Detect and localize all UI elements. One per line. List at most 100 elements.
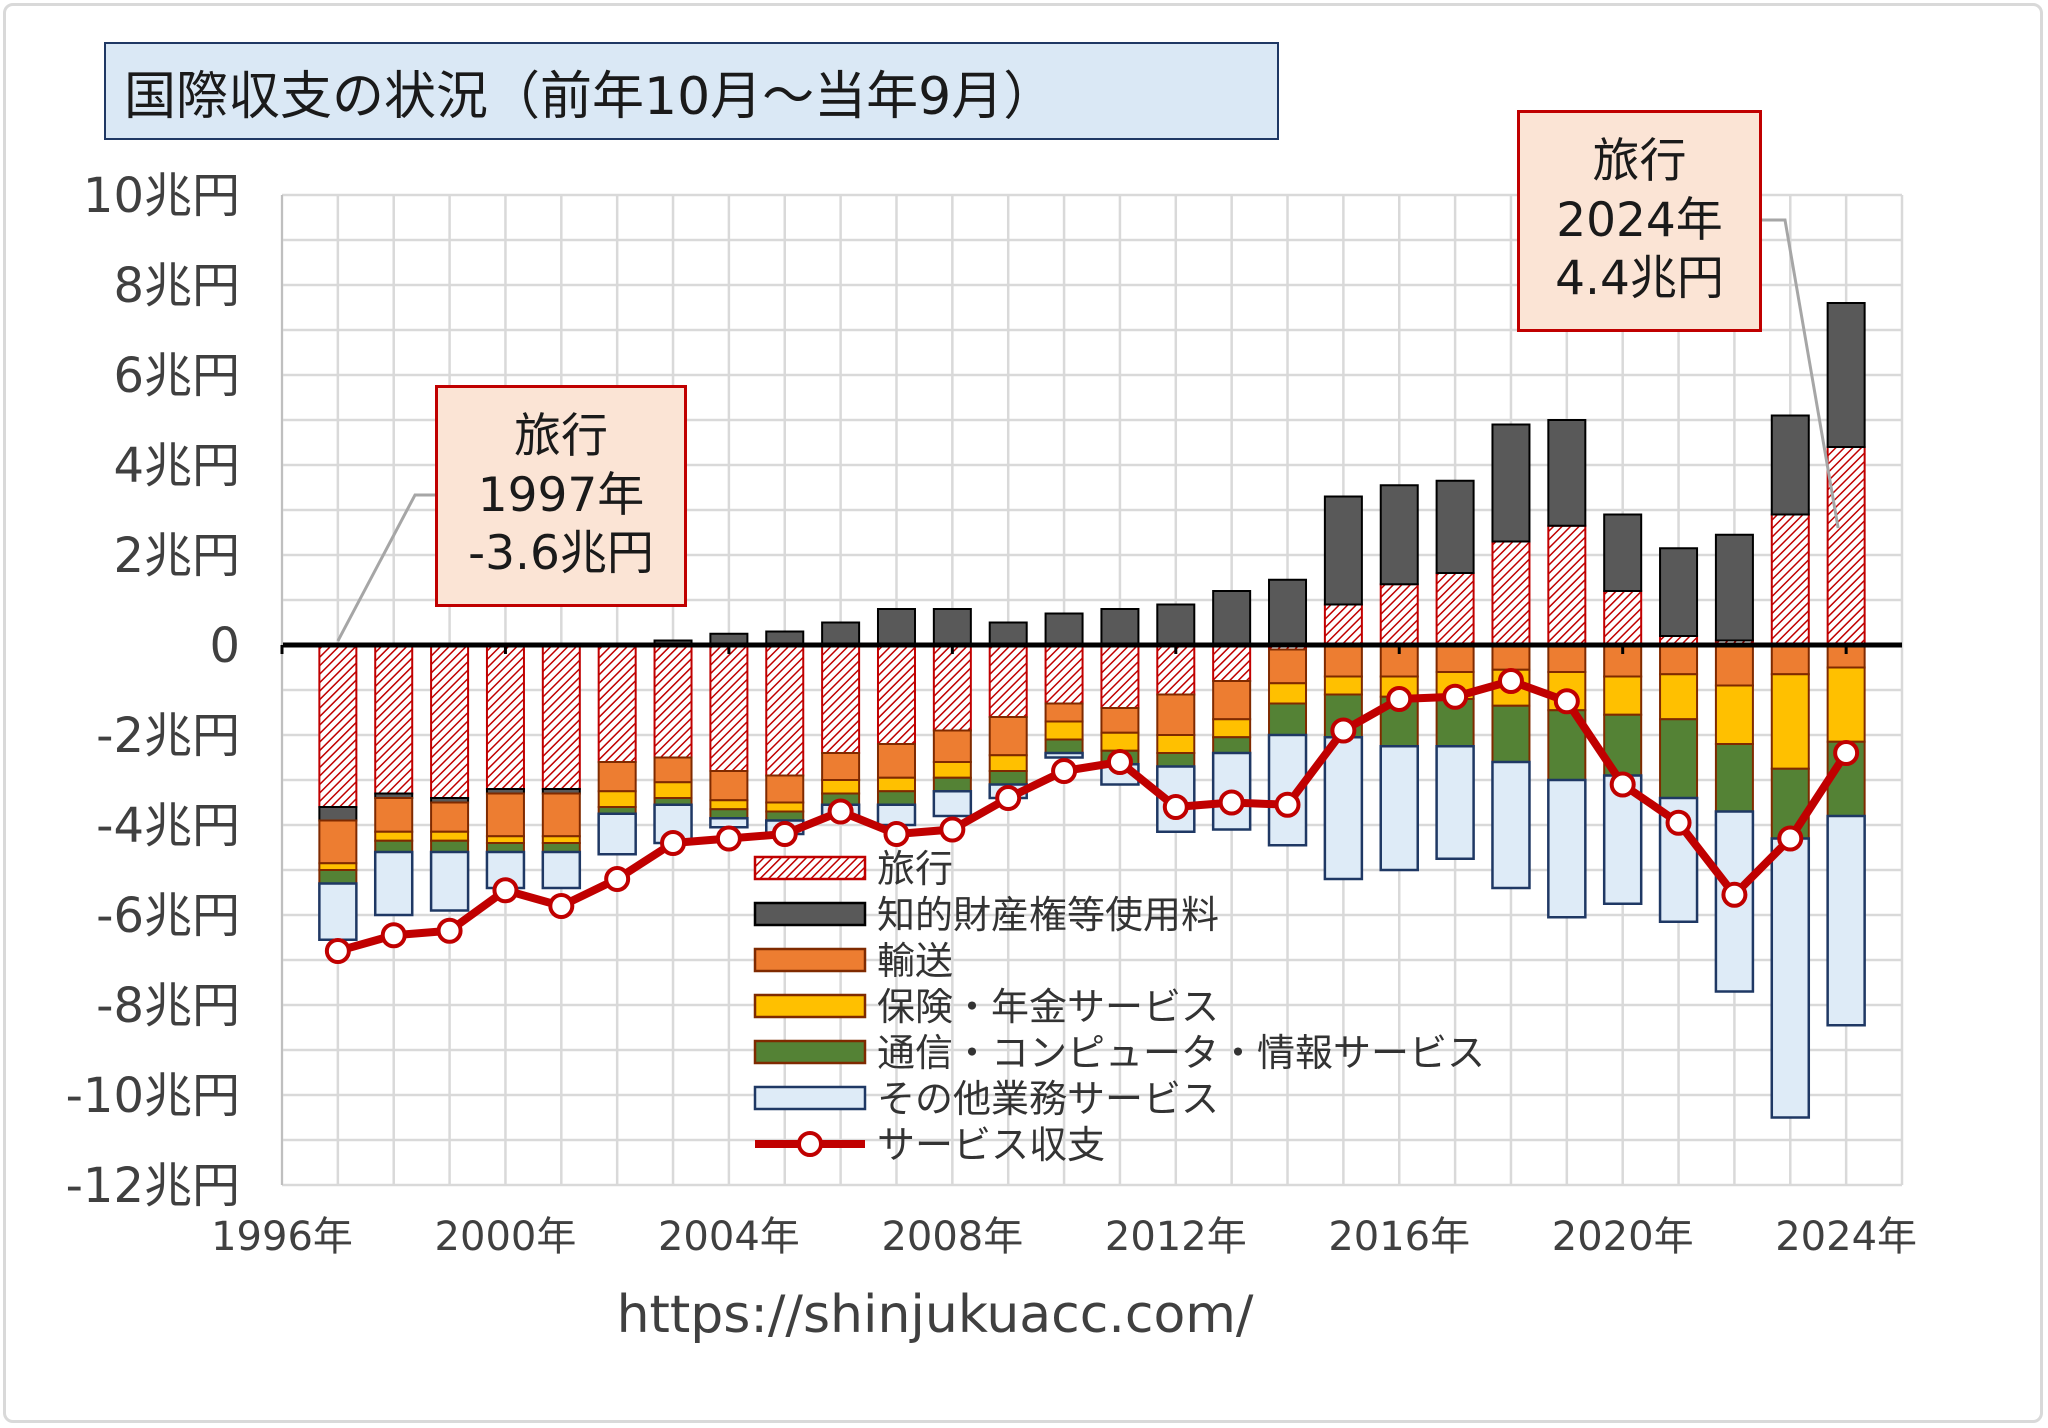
service-point-2004 (715, 825, 742, 852)
bar-segment-1997-s2 (318, 819, 358, 865)
bar-segment-2002-s0 (597, 644, 637, 763)
bar-segment-2008-s2 (932, 729, 972, 763)
bar-segment-1997-s3 (318, 862, 358, 871)
x-tick-label: 2012年 (1105, 1214, 1247, 1260)
bar-segment-2016-s5 (1379, 745, 1419, 872)
bar-segment-2014-s1 (1268, 578, 1308, 646)
bar-segment-2010-s3 (1044, 720, 1084, 741)
bar-segment-2009-s0 (988, 644, 1028, 718)
bar-segment-1998-s3 (374, 830, 414, 842)
bar-segment-2014-s3 (1268, 682, 1308, 705)
callout-leaders (336, 218, 1840, 642)
service-point-2013 (1218, 789, 1245, 816)
bar-segment-2020-s1 (1603, 513, 1643, 592)
bar-segment-2012-s4 (1156, 752, 1196, 768)
bar-segment-2022-s4 (1714, 743, 1754, 813)
x-tick-label: 2016年 (1328, 1214, 1470, 1260)
service-point-2021 (1665, 809, 1692, 836)
bar-segment-2006-s1 (821, 621, 861, 646)
source-url: https://shinjukuacc.com/ (616, 1285, 1254, 1345)
service-point-2009 (995, 785, 1022, 811)
bar-segment-2010-s5 (1044, 751, 1084, 759)
bar-segment-2019-s1 (1547, 419, 1587, 527)
bar-segment-2008-s4 (932, 776, 972, 793)
legend-swatch-1 (753, 901, 867, 927)
bar-segment-2000-s3 (485, 835, 525, 844)
bar-segment-2018-s1 (1491, 423, 1531, 543)
bar-segment-2000-s0 (485, 644, 525, 790)
y-tick-label: -4兆円 (96, 798, 240, 854)
bar-segment-2019-s2 (1547, 644, 1587, 673)
service-balance-line (324, 668, 1860, 964)
bar-segment-2005-s4 (765, 810, 805, 822)
service-point-2010 (1051, 758, 1078, 784)
legend-label-2: 輸送 (877, 939, 953, 983)
bar-segment-2013-s1 (1212, 590, 1252, 646)
callout-2024-line1: 旅行 (1592, 133, 1687, 189)
y-tick-label: -8兆円 (96, 978, 240, 1034)
bar-segment-2019-s5 (1547, 778, 1587, 919)
y-tick-label: 0 (209, 618, 240, 674)
x-tick-label: 2004年 (658, 1214, 800, 1260)
bar-segment-2009-s3 (988, 754, 1028, 772)
callout-1997-line3: -3.6兆円 (468, 526, 654, 582)
bar-segment-2023-s3 (1770, 673, 1810, 770)
bar-segment-2009-s1 (988, 621, 1028, 646)
bar-segment-2018-s5 (1491, 760, 1531, 890)
bar-segment-2008-s3 (932, 761, 972, 779)
bar-segment-2023-s0 (1770, 513, 1810, 646)
service-point-1997 (324, 938, 351, 964)
bar-segment-2006-s3 (821, 779, 861, 795)
bar-segment-2001-s5 (541, 850, 582, 890)
service-point-2023 (1777, 825, 1804, 852)
y-tick-label: -2兆円 (96, 708, 240, 764)
bar-segment-2017-s2 (1435, 644, 1475, 673)
bar-segment-2021-s3 (1659, 673, 1699, 721)
bar-segment-2004-s2 (709, 770, 749, 802)
bar-segment-1997-s5 (318, 882, 358, 941)
bar-segment-2017-s0 (1435, 572, 1475, 646)
bar-segment-2014-s4 (1268, 702, 1308, 736)
bar-segment-2007-s3 (876, 776, 916, 793)
bar-segment-1998-s0 (374, 644, 414, 795)
bar-segment-2011-s2 (1100, 707, 1140, 734)
service-point-2024 (1833, 740, 1860, 766)
bar-segment-2021-s4 (1659, 718, 1699, 799)
bar-segment-2011-s3 (1100, 731, 1140, 752)
service-point-1998 (380, 922, 407, 949)
legend-marker-swatch (797, 1131, 823, 1157)
service-point-2002 (604, 866, 631, 892)
bar-segment-2013-s2 (1212, 680, 1252, 721)
bar-segment-1997-s1 (318, 806, 358, 822)
bar-segment-2011-s0 (1100, 644, 1140, 709)
leader-line-2024 (1762, 218, 1840, 529)
bar-segment-2006-s2 (821, 752, 861, 781)
bar-segment-2022-s2 (1714, 644, 1754, 687)
bar-segment-2024-s1 (1826, 302, 1866, 448)
bar-segment-2010-s0 (1044, 644, 1084, 705)
bar-segment-2009-s4 (988, 770, 1028, 786)
bar-segment-2004-s4 (709, 808, 749, 820)
bar-segment-2003-s2 (653, 756, 693, 784)
bar-segment-2008-s1 (932, 608, 972, 646)
legend-swatch-2 (753, 947, 867, 973)
bar-segment-2016-s0 (1379, 583, 1419, 646)
bar-segment-2013-s0 (1212, 644, 1252, 682)
x-tick-label: 2020年 (1552, 1214, 1694, 1260)
x-tick-label: 2000年 (435, 1214, 577, 1260)
service-point-2022 (1721, 881, 1748, 908)
bar-segment-2020-s3 (1603, 675, 1643, 716)
y-tick-label: 2兆円 (113, 528, 240, 584)
bar-segment-1999-s4 (430, 839, 470, 853)
legend-swatch-0 (753, 855, 867, 881)
bar-segment-2001-s2 (541, 792, 581, 838)
y-tick-label: 10兆円 (83, 168, 240, 224)
bar-segment-1999-s0 (430, 644, 470, 799)
bar-segment-2012-s3 (1156, 734, 1196, 754)
bar-segment-2018-s4 (1491, 704, 1531, 763)
bar-segment-2023-s2 (1770, 644, 1810, 676)
bar-segment-2005-s0 (765, 644, 805, 777)
x-tick-label: 2008年 (881, 1214, 1023, 1260)
bar-segment-2015-s1 (1323, 495, 1363, 606)
